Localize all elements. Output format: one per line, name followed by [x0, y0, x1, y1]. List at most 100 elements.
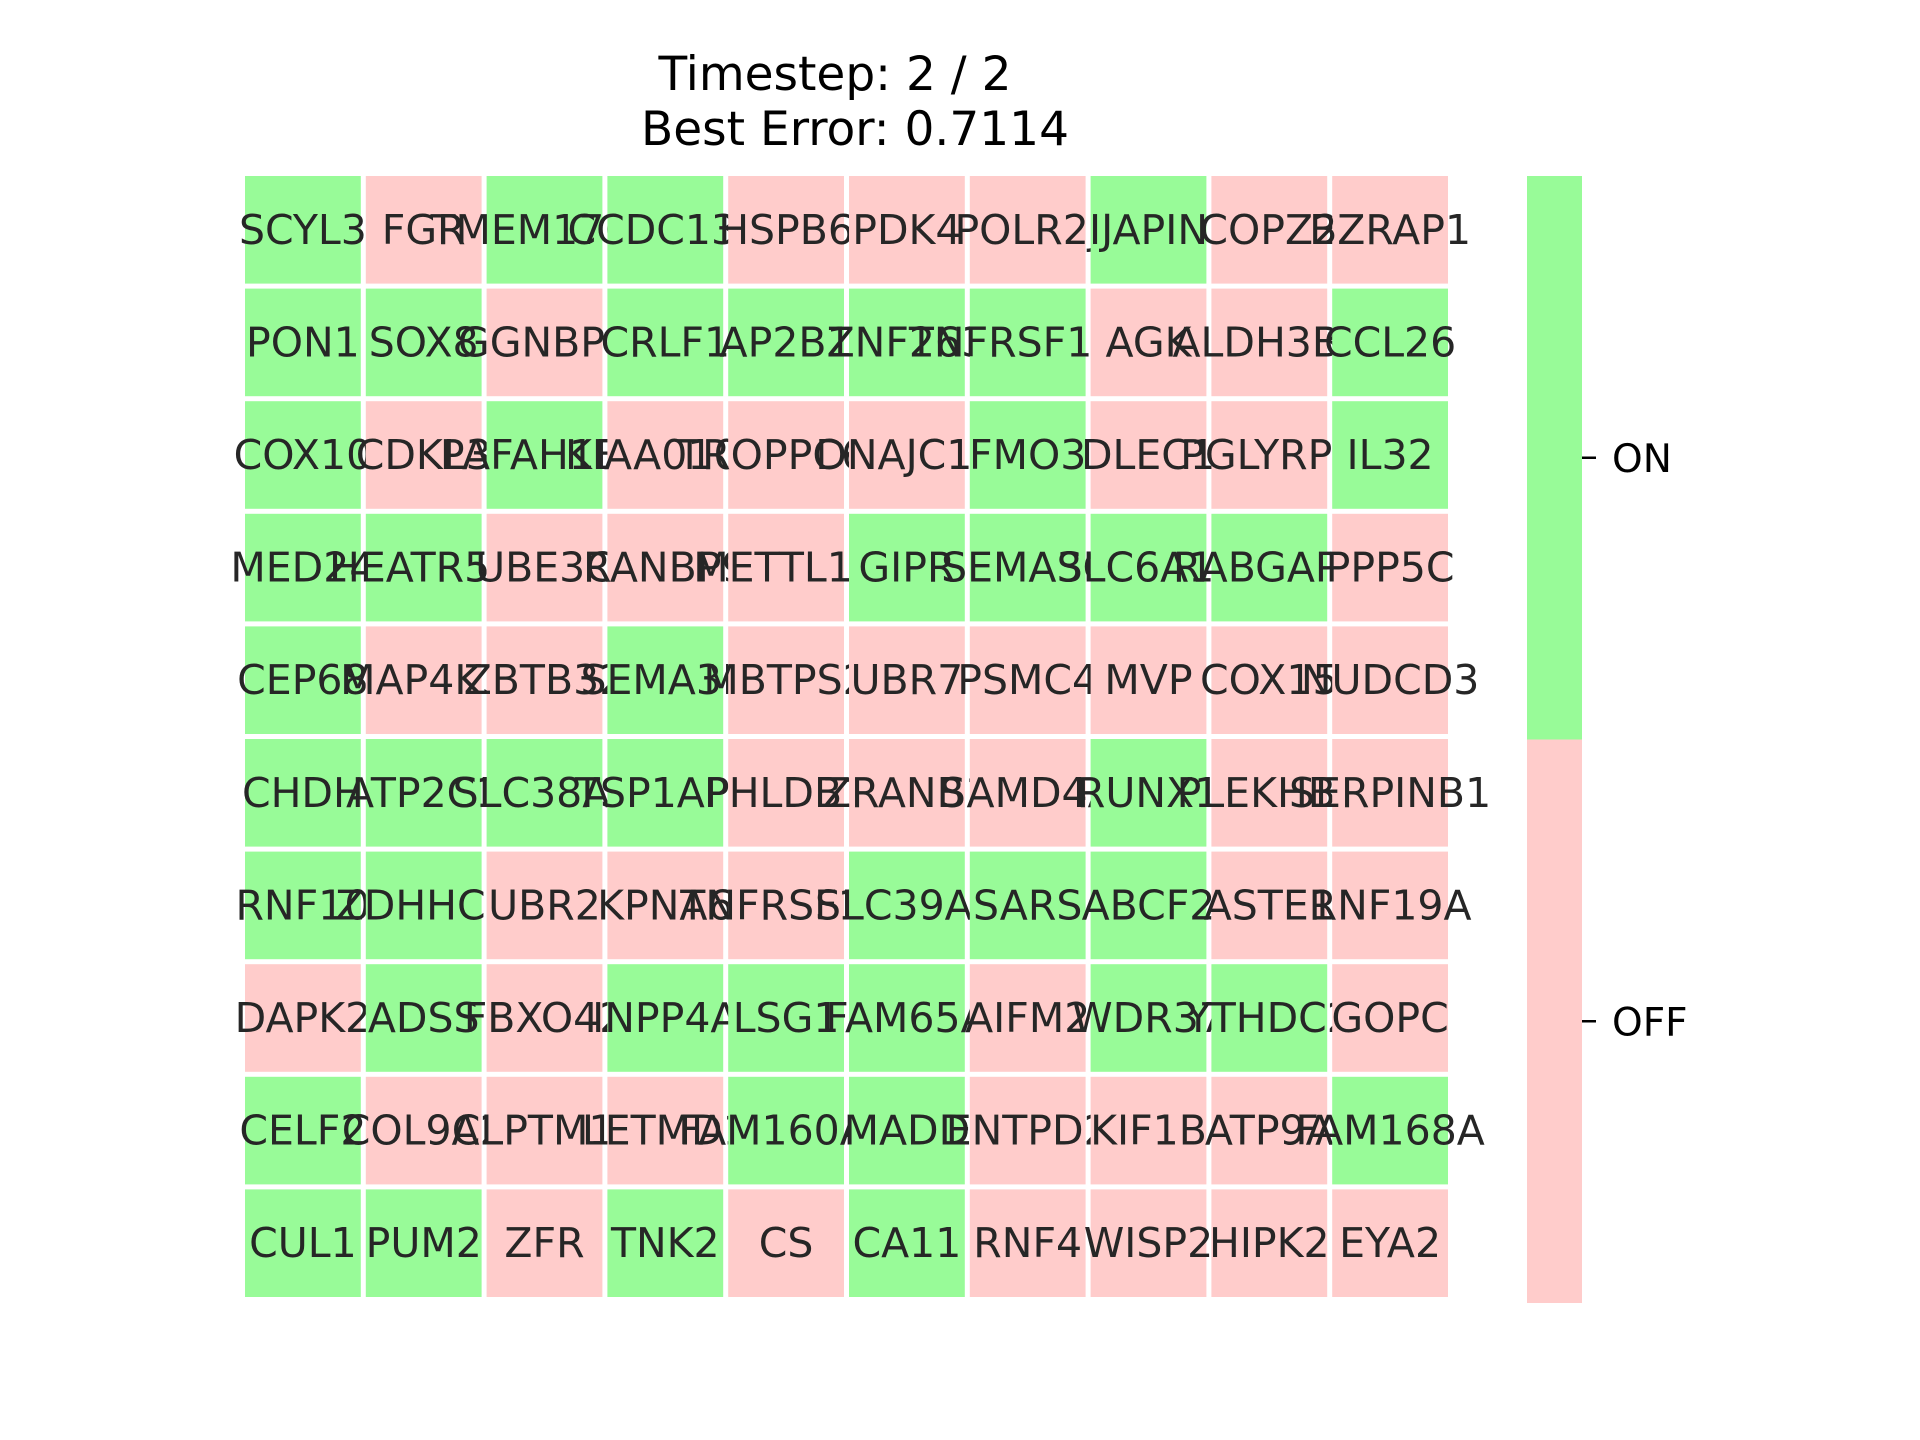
- heatmap-cell: [365, 1189, 482, 1297]
- cell-label: TNK2: [610, 1219, 720, 1267]
- heatmap-cell: [607, 851, 724, 960]
- heatmap-cell: [1332, 1189, 1448, 1297]
- heatmap-cell: [1332, 176, 1448, 284]
- heatmap-cell: [849, 513, 965, 622]
- heatmap-cell: [607, 626, 724, 734]
- heatmap-cell: [728, 288, 844, 397]
- heatmap-cell: [728, 851, 844, 960]
- cell-label: SLC6A13: [1057, 544, 1241, 592]
- cell-label: MVP: [1104, 656, 1192, 704]
- cell-label: LSG1: [733, 994, 840, 1042]
- heatmap-cell: [607, 401, 724, 509]
- cell-label: SARS: [973, 881, 1082, 929]
- heatmap-cell: [1211, 626, 1328, 734]
- cell-label: INPP4A: [592, 994, 738, 1042]
- cell-label: MBTPS2: [703, 656, 868, 704]
- heatmap-cell: [849, 176, 965, 284]
- cell-label: PON1: [246, 318, 360, 366]
- heatmap-cell: [1090, 626, 1207, 734]
- colorbar-tick-label: OFF: [1612, 1000, 1688, 1045]
- cell-label: CDKL3: [356, 431, 492, 479]
- cell-label: RNF4: [973, 1219, 1082, 1267]
- heatmap-cell: [1090, 513, 1207, 622]
- cell-label: CEP68: [237, 656, 368, 704]
- heatmap-cell: [365, 176, 482, 284]
- cell-label: METTL13: [693, 544, 879, 592]
- heatmap-cell: [245, 1189, 361, 1297]
- cell-label: ZRANB1: [823, 769, 991, 817]
- cell-label: POLR2J: [954, 206, 1101, 254]
- cell-label: CUL1: [249, 1219, 357, 1267]
- heatmap-cell: [245, 513, 361, 622]
- cell-label: GIPR: [858, 544, 955, 592]
- cell-label: BZRAP1: [1309, 206, 1471, 254]
- heatmap-cell: [1211, 1076, 1328, 1185]
- colorbar: ON OFF: [1527, 176, 1688, 1303]
- heatmap-cell: [486, 851, 603, 960]
- heatmap-cell: [1090, 739, 1207, 847]
- heatmap-cell: [728, 964, 844, 1072]
- heatmap-cell: [849, 964, 965, 1072]
- cell-label: RANBP9: [583, 544, 747, 592]
- heatmap-cell: [728, 401, 844, 509]
- cell-label: IJAPIN: [1089, 206, 1208, 254]
- heatmap-cell: [486, 964, 603, 1072]
- cell-label: MAP4K3: [340, 656, 507, 704]
- heatmap-cell: [1332, 964, 1448, 1072]
- cell-label: FMO3: [969, 431, 1086, 479]
- cell-label: KPNA6: [597, 881, 733, 929]
- cell-label: MED24: [230, 544, 375, 592]
- heatmap-cell: [969, 851, 1086, 960]
- cell-label: FAM168A: [1295, 1107, 1485, 1155]
- cell-label: PHLDB1: [704, 769, 868, 817]
- heatmap-cell: [607, 176, 724, 284]
- heatmap-cell: [728, 626, 844, 734]
- heatmap-cell: [607, 1189, 724, 1297]
- heatmap-cell: [245, 964, 361, 1072]
- cell-label: UBR2: [488, 881, 601, 929]
- heatmap-cell: [1211, 739, 1328, 847]
- cell-label: CLPTM1L: [452, 1107, 638, 1155]
- heatmap-cell: [728, 739, 844, 847]
- heatmap-cell: [1332, 626, 1448, 734]
- heatmap-cell: [1211, 964, 1328, 1072]
- heatmap-cell: [245, 851, 361, 960]
- heatmap-cell: [849, 739, 965, 847]
- heatmap-cell: [969, 288, 1086, 397]
- cell-label: CS: [759, 1219, 814, 1267]
- cell-label: PLEKHB1: [1177, 769, 1362, 817]
- cell-label: COPZ2: [1199, 206, 1339, 254]
- cell-label: SLC39A9: [815, 881, 999, 929]
- cell-label: RUNX1: [1077, 769, 1220, 817]
- cell-label: PSMC4: [957, 656, 1098, 704]
- heatmap-cell: [607, 964, 724, 1072]
- heatmap-cell: [969, 964, 1086, 1072]
- cell-label: GGNBP2: [458, 318, 631, 366]
- cell-label: UBR7: [851, 656, 964, 704]
- heatmap-cell: [245, 626, 361, 734]
- heatmap-cell: [969, 401, 1086, 509]
- heatmap-cell: [849, 1076, 965, 1185]
- colorbar-on-segment: [1527, 176, 1582, 740]
- heatmap-cell: [1332, 513, 1448, 622]
- heatmap-cell: [1090, 1076, 1207, 1185]
- heatmap-cell: [1332, 288, 1448, 397]
- cell-label: SERPINB1: [1289, 769, 1491, 817]
- heatmap-cell: [849, 851, 965, 960]
- cell-label: ZDHHC6: [336, 881, 512, 929]
- heatmap-cell: [365, 513, 482, 622]
- heatmap-cell: [365, 739, 482, 847]
- heatmap-cell: [1332, 401, 1448, 509]
- heatmap-cell: [486, 1076, 603, 1185]
- heatmap-cell: [607, 513, 724, 622]
- cell-label: YTHDC2: [1185, 994, 1353, 1042]
- cell-label: RNF19A: [1309, 881, 1472, 929]
- cell-label: GOPC: [1331, 994, 1448, 1042]
- heatmap-cell: [1211, 851, 1328, 960]
- cell-label: CA11: [852, 1219, 961, 1267]
- heatmap-cell: [1090, 176, 1207, 284]
- cell-label: DAPK2: [235, 994, 372, 1042]
- cell-label: CELF2: [239, 1107, 366, 1155]
- heatmap-cell: [728, 1076, 844, 1185]
